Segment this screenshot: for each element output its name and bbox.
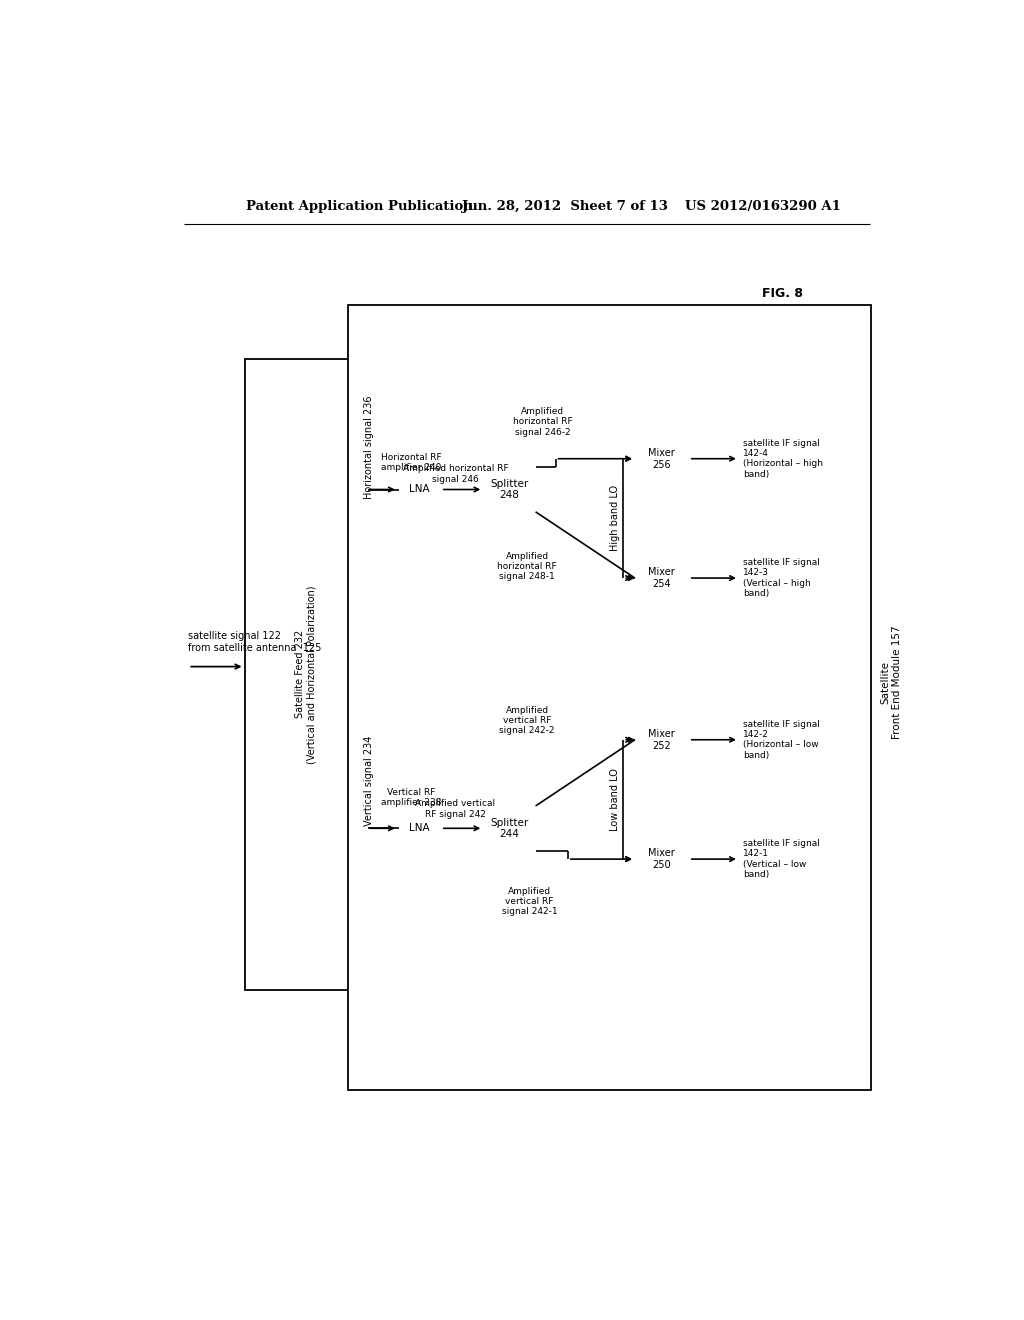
Circle shape	[635, 713, 689, 767]
Text: Mixer
252: Mixer 252	[648, 729, 675, 751]
Circle shape	[635, 432, 689, 486]
Text: Amplified
vertical RF
signal 242-2: Amplified vertical RF signal 242-2	[500, 706, 555, 735]
Text: Amplified horizontal RF
signal 246: Amplified horizontal RF signal 246	[402, 465, 508, 484]
Text: Satellite
Front End Module 157: Satellite Front End Module 157	[881, 626, 902, 739]
Text: Low band LO: Low band LO	[609, 768, 620, 830]
Text: Mixer
256: Mixer 256	[648, 447, 675, 470]
Text: Amplified
horizontal RF
signal 246-2: Amplified horizontal RF signal 246-2	[513, 407, 572, 437]
Circle shape	[635, 832, 689, 886]
Text: LNA: LNA	[409, 484, 430, 495]
Text: Mixer
250: Mixer 250	[648, 849, 675, 870]
Text: Jun. 28, 2012  Sheet 7 of 13: Jun. 28, 2012 Sheet 7 of 13	[462, 199, 668, 213]
Text: LNA: LNA	[409, 824, 430, 833]
Text: Amplified
vertical RF
signal 242-1: Amplified vertical RF signal 242-1	[502, 887, 557, 916]
Text: Amplified vertical
RF signal 242: Amplified vertical RF signal 242	[416, 800, 496, 818]
Bar	[245, 359, 368, 990]
Text: Amplified
horizontal RF
signal 248-1: Amplified horizontal RF signal 248-1	[498, 552, 557, 581]
Bar	[483, 467, 536, 512]
Bar	[483, 807, 536, 850]
Text: Horizontal RF
amplifier 240: Horizontal RF amplifier 240	[381, 453, 442, 473]
Polygon shape	[398, 812, 441, 845]
Polygon shape	[398, 474, 441, 506]
Text: Patent Application Publication: Patent Application Publication	[246, 199, 473, 213]
Bar	[348, 305, 871, 1090]
Text: US 2012/0163290 A1: US 2012/0163290 A1	[685, 199, 841, 213]
Text: Vertical RF
amplifier 238: Vertical RF amplifier 238	[381, 788, 442, 808]
Circle shape	[635, 552, 689, 605]
Text: Splitter
244: Splitter 244	[490, 817, 528, 840]
Text: Horizontal signal 236: Horizontal signal 236	[365, 396, 374, 499]
Text: satellite IF signal
142-1
(Vertical – low
band): satellite IF signal 142-1 (Vertical – lo…	[742, 840, 819, 879]
Text: Vertical signal 234: Vertical signal 234	[365, 735, 374, 826]
Text: satellite IF signal
142-2
(Horizontal – low
band): satellite IF signal 142-2 (Horizontal – …	[742, 719, 819, 760]
Text: Mixer
254: Mixer 254	[648, 568, 675, 589]
Text: Satellite Feed 232
(Vertical and Horizontal Polarization): Satellite Feed 232 (Vertical and Horizon…	[295, 585, 316, 763]
Text: FIG. 8: FIG. 8	[762, 286, 803, 300]
Text: Splitter
248: Splitter 248	[490, 479, 528, 500]
Text: High band LO: High band LO	[609, 486, 620, 552]
Text: satellite signal 122
from satellite antenna  125: satellite signal 122 from satellite ante…	[188, 631, 322, 653]
Text: satellite IF signal
142-3
(Vertical – high
band): satellite IF signal 142-3 (Vertical – hi…	[742, 558, 819, 598]
Text: satellite IF signal
142-4
(Horizontal – high
band): satellite IF signal 142-4 (Horizontal – …	[742, 438, 822, 479]
